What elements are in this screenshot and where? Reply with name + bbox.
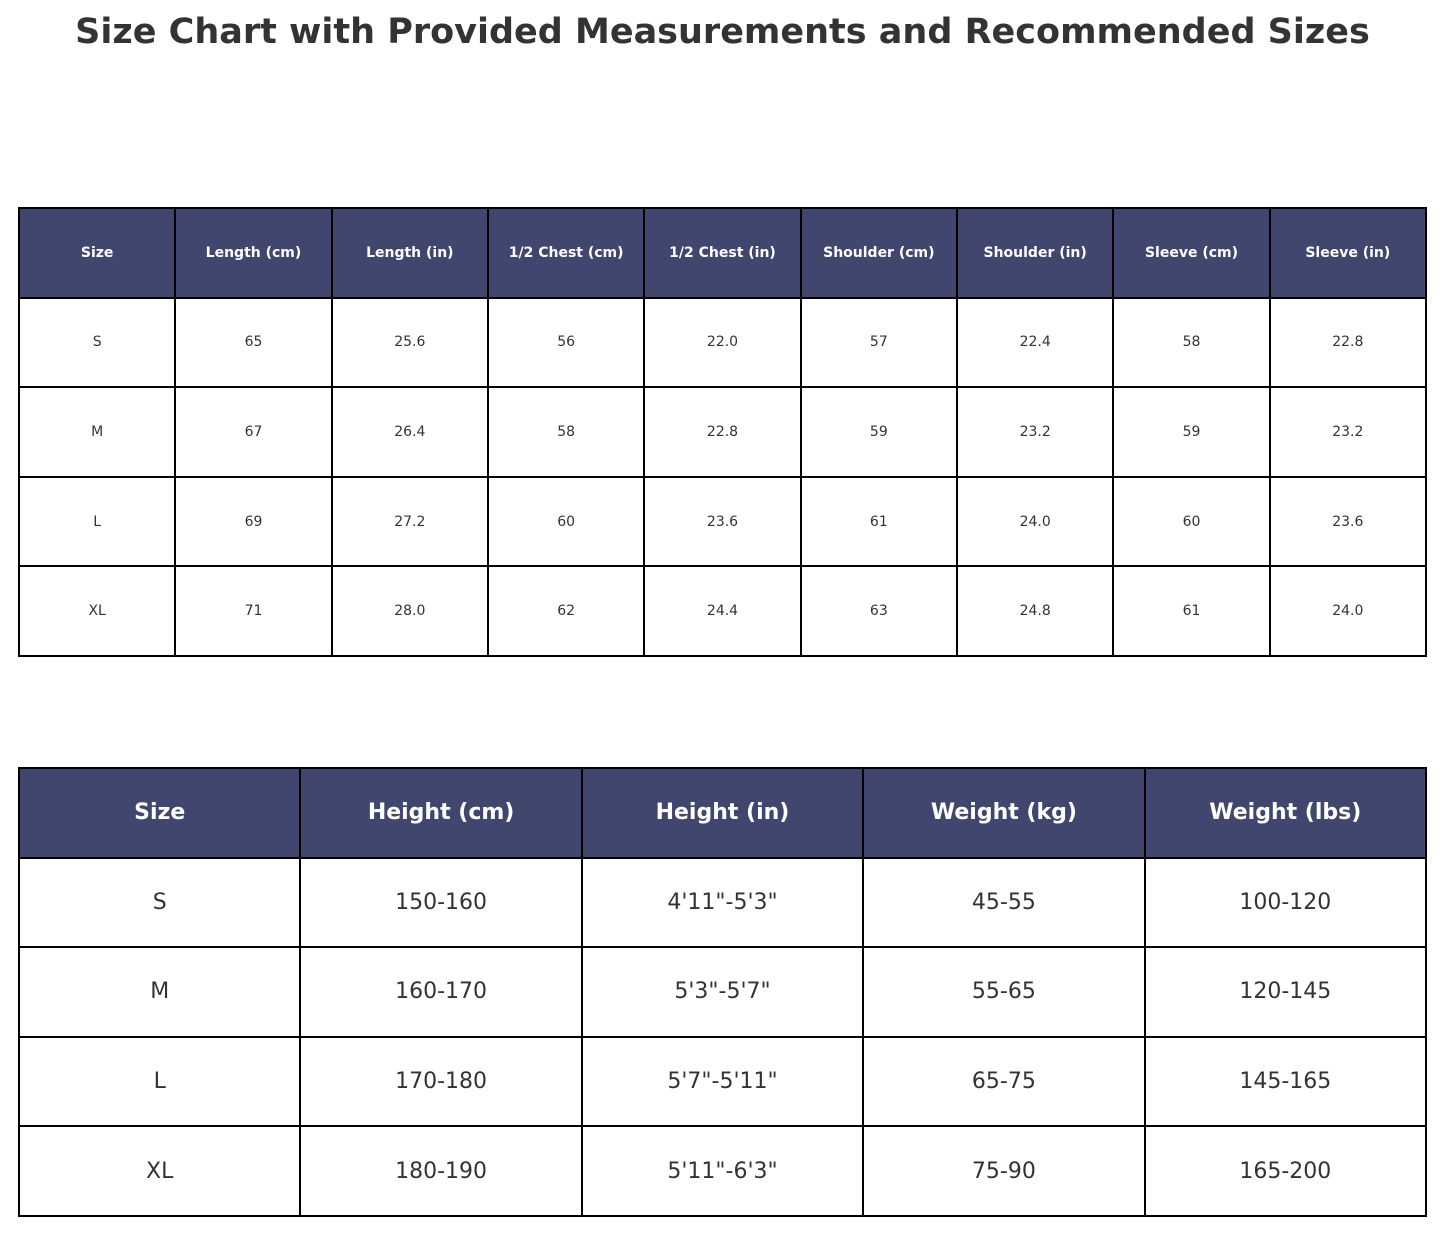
table-cell: 22.8 <box>1269 297 1426 388</box>
header-cell: Sleeve (in) <box>1269 208 1426 298</box>
table-cell: 5'11"-6'3" <box>581 1126 864 1216</box>
table-cell: L <box>19 1036 301 1127</box>
table-cell: 60 <box>1113 476 1270 567</box>
header-cell: Shoulder (cm) <box>800 208 957 298</box>
table-cell: 25.6 <box>331 297 488 388</box>
table-cell: 45-55 <box>863 857 1145 948</box>
table-cell: 165-200 <box>1144 1126 1426 1216</box>
table-cell: 69 <box>175 476 332 567</box>
table-cell: 170-180 <box>300 1036 582 1127</box>
header-cell: Height (in) <box>581 768 864 858</box>
table-cell: 100-120 <box>1144 857 1426 948</box>
table-cell: 58 <box>1113 297 1270 388</box>
header-cell: Size <box>19 768 301 858</box>
header-cell: 1/2 Chest (in) <box>644 208 801 298</box>
table-cell: 60 <box>487 476 645 567</box>
header-cell: Weight (lbs) <box>1144 768 1426 858</box>
table-cell: 65 <box>175 297 332 388</box>
table-cell: 5'7"-5'11" <box>581 1036 864 1127</box>
table-cell: 160-170 <box>300 947 582 1037</box>
table-cell: 120-145 <box>1144 947 1426 1037</box>
table-cell: 26.4 <box>331 387 488 477</box>
header-cell: Weight (kg) <box>863 768 1145 858</box>
table-cell: 62 <box>487 566 645 656</box>
header-cell: Sleeve (cm) <box>1113 208 1270 298</box>
table-cell: 24.8 <box>956 566 1114 656</box>
table-cell: 24.0 <box>956 476 1114 567</box>
table-cell: S <box>19 297 176 388</box>
header-cell: Length (cm) <box>175 208 332 298</box>
table-cell: 23.6 <box>1269 476 1426 567</box>
table-cell: 67 <box>175 387 332 477</box>
table-cell: M <box>19 947 301 1037</box>
table-cell: 150-160 <box>300 857 582 948</box>
table-cell: 24.0 <box>1269 566 1426 656</box>
table-cell: 23.2 <box>956 387 1114 477</box>
header-cell: 1/2 Chest (cm) <box>487 208 645 298</box>
table-cell: 61 <box>800 476 957 567</box>
table-cell: S <box>19 857 301 948</box>
table-cell: 22.8 <box>644 387 801 477</box>
table-cell: 59 <box>800 387 957 477</box>
table-cell: 23.6 <box>644 476 801 567</box>
header-cell: Length (in) <box>331 208 488 298</box>
table-cell: 65-75 <box>863 1036 1145 1127</box>
table-cell: 58 <box>487 387 645 477</box>
table-cell: L <box>19 476 176 567</box>
measurement-table: Size Length (cm) Length (in) 1/2 Chest (cm)… <box>18 207 1427 657</box>
table-cell: 23.2 <box>1269 387 1426 477</box>
table-cell: 75-90 <box>863 1126 1145 1216</box>
table-cell: 22.4 <box>956 297 1114 388</box>
recommendation-table: Size Height (cm) Height (in) Weight (kg) Wei… <box>18 767 1427 1217</box>
header-cell: Size <box>19 208 176 298</box>
table-cell: 145-165 <box>1144 1036 1426 1127</box>
table-cell: 180-190 <box>300 1126 582 1216</box>
table-cell: 59 <box>1113 387 1270 477</box>
table-cell: 61 <box>1113 566 1270 656</box>
table-cell: 24.4 <box>644 566 801 656</box>
table-cell: M <box>19 387 176 477</box>
table-cell: XL <box>19 1126 301 1216</box>
header-cell: Shoulder (in) <box>956 208 1114 298</box>
table-cell: 28.0 <box>331 566 488 656</box>
page-title: Size Chart with Provided Measurements an… <box>75 12 1370 52</box>
header-cell: Height (cm) <box>300 768 582 858</box>
table-cell: 71 <box>175 566 332 656</box>
table-cell: 5'3"-5'7" <box>581 947 864 1037</box>
table-cell: XL <box>19 566 176 656</box>
table-cell: 55-65 <box>863 947 1145 1037</box>
table-cell: 22.0 <box>644 297 801 388</box>
table-cell: 57 <box>800 297 957 388</box>
table-cell: 63 <box>800 566 957 656</box>
table-cell: 56 <box>487 297 645 388</box>
table-cell: 27.2 <box>331 476 488 567</box>
table-cell: 4'11"-5'3" <box>581 857 864 948</box>
